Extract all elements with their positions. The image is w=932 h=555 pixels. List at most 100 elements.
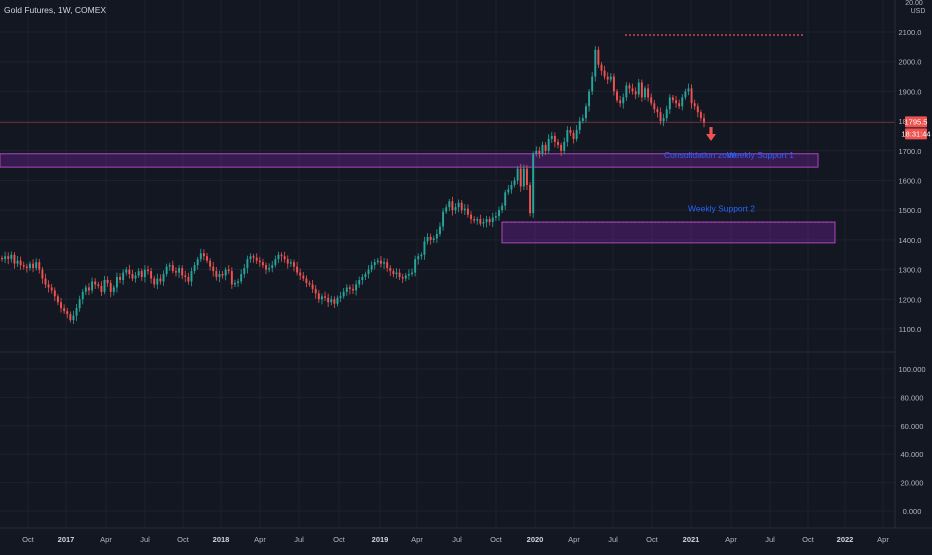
time-tick-label: Jul: [608, 535, 618, 544]
candle: [206, 252, 208, 264]
candle-body: [479, 219, 482, 224]
down-arrow-icon[interactable]: [706, 127, 716, 142]
candle-body: [619, 100, 622, 104]
candle: [227, 265, 230, 275]
candle: [578, 116, 581, 135]
candle: [392, 268, 395, 278]
candle: [454, 203, 457, 214]
candle: [106, 276, 109, 287]
time-tick-label: Jul: [765, 535, 775, 544]
candle: [53, 287, 56, 302]
candle-body: [339, 296, 342, 298]
candle-body: [35, 262, 38, 269]
candle: [50, 283, 53, 294]
candle-body: [258, 260, 261, 263]
candle-body: [75, 308, 78, 316]
arrow-head: [706, 134, 716, 142]
candle-body: [311, 284, 314, 289]
candle: [168, 262, 171, 271]
time-tick-label: Apr: [254, 535, 266, 544]
candle-body: [268, 268, 271, 270]
weekly-support-2-label[interactable]: Weekly Support 2: [688, 203, 755, 213]
candle-body: [227, 269, 230, 272]
candle: [451, 196, 454, 216]
candle-body: [426, 236, 429, 242]
candle: [246, 255, 249, 274]
candle-body: [699, 112, 702, 119]
weekly-support-2-zone[interactable]: [501, 221, 836, 244]
candle: [619, 95, 622, 108]
candle-body: [507, 189, 510, 193]
candle-body: [299, 272, 302, 276]
candle: [88, 282, 90, 296]
candle: [690, 84, 693, 109]
candle: [286, 255, 289, 269]
time-tick-label: Oct: [22, 535, 35, 544]
candle-body: [153, 278, 156, 285]
candle: [529, 181, 532, 217]
candle: [637, 78, 640, 98]
candle: [640, 79, 643, 102]
indicator-tick-label: 60.000: [901, 422, 924, 431]
currency-unit: USD: [911, 8, 926, 15]
candle: [22, 261, 25, 270]
candle-body: [237, 281, 240, 283]
price-axis[interactable]: [895, 0, 932, 550]
candle: [519, 163, 522, 192]
indicator-tick-label: 0.000: [903, 507, 922, 516]
candle: [389, 265, 392, 277]
candle: [137, 268, 140, 278]
candle: [572, 130, 575, 144]
consolidation-zone[interactable]: [0, 153, 819, 168]
candle: [364, 271, 367, 280]
candle: [538, 146, 541, 159]
candle-body: [364, 274, 367, 278]
candle-body: [373, 262, 376, 266]
candle-body: [361, 277, 364, 280]
candle-body: [72, 315, 75, 321]
candle: [544, 142, 547, 155]
candle: [563, 137, 566, 155]
price-tick-label: 2100.0: [899, 28, 922, 37]
candle-body: [255, 257, 258, 261]
candle: [379, 255, 382, 268]
candlestick-series[interactable]: [1, 45, 705, 324]
candle: [38, 258, 41, 274]
candle-body: [398, 272, 401, 278]
candle-body: [466, 208, 469, 215]
candle-body: [184, 275, 187, 278]
candle-body: [594, 49, 597, 77]
consolidation-zone-label[interactable]: Consolidation zone: [664, 150, 737, 160]
symbol-title[interactable]: Gold Futures, 1W, COMEX: [4, 5, 106, 15]
candle-body: [320, 296, 323, 300]
candle-body: [317, 293, 320, 300]
candle: [585, 103, 587, 122]
candle: [550, 131, 553, 143]
candle-body: [703, 118, 705, 123]
candle-body: [432, 238, 435, 240]
time-tick-label: 2021: [683, 535, 700, 544]
candle-body: [482, 222, 485, 224]
candle: [532, 151, 535, 218]
candle: [202, 249, 205, 261]
candle: [612, 73, 615, 96]
candle-body: [407, 274, 410, 276]
weekly-support-1-label[interactable]: Weekly Support 1: [727, 150, 794, 160]
candle-body: [423, 241, 426, 255]
candle-body: [187, 277, 190, 282]
candle-body: [60, 302, 62, 309]
candle: [35, 258, 38, 271]
candle: [423, 236, 426, 260]
candle: [600, 61, 603, 76]
candle-body: [150, 271, 153, 279]
candle-body: [647, 88, 650, 98]
candle-body: [66, 311, 69, 315]
candle-body: [28, 263, 31, 269]
time-tick-label: Jul: [452, 535, 462, 544]
time-axis[interactable]: [0, 528, 932, 550]
candle: [535, 146, 538, 157]
candle: [671, 94, 674, 104]
candle: [644, 86, 646, 101]
